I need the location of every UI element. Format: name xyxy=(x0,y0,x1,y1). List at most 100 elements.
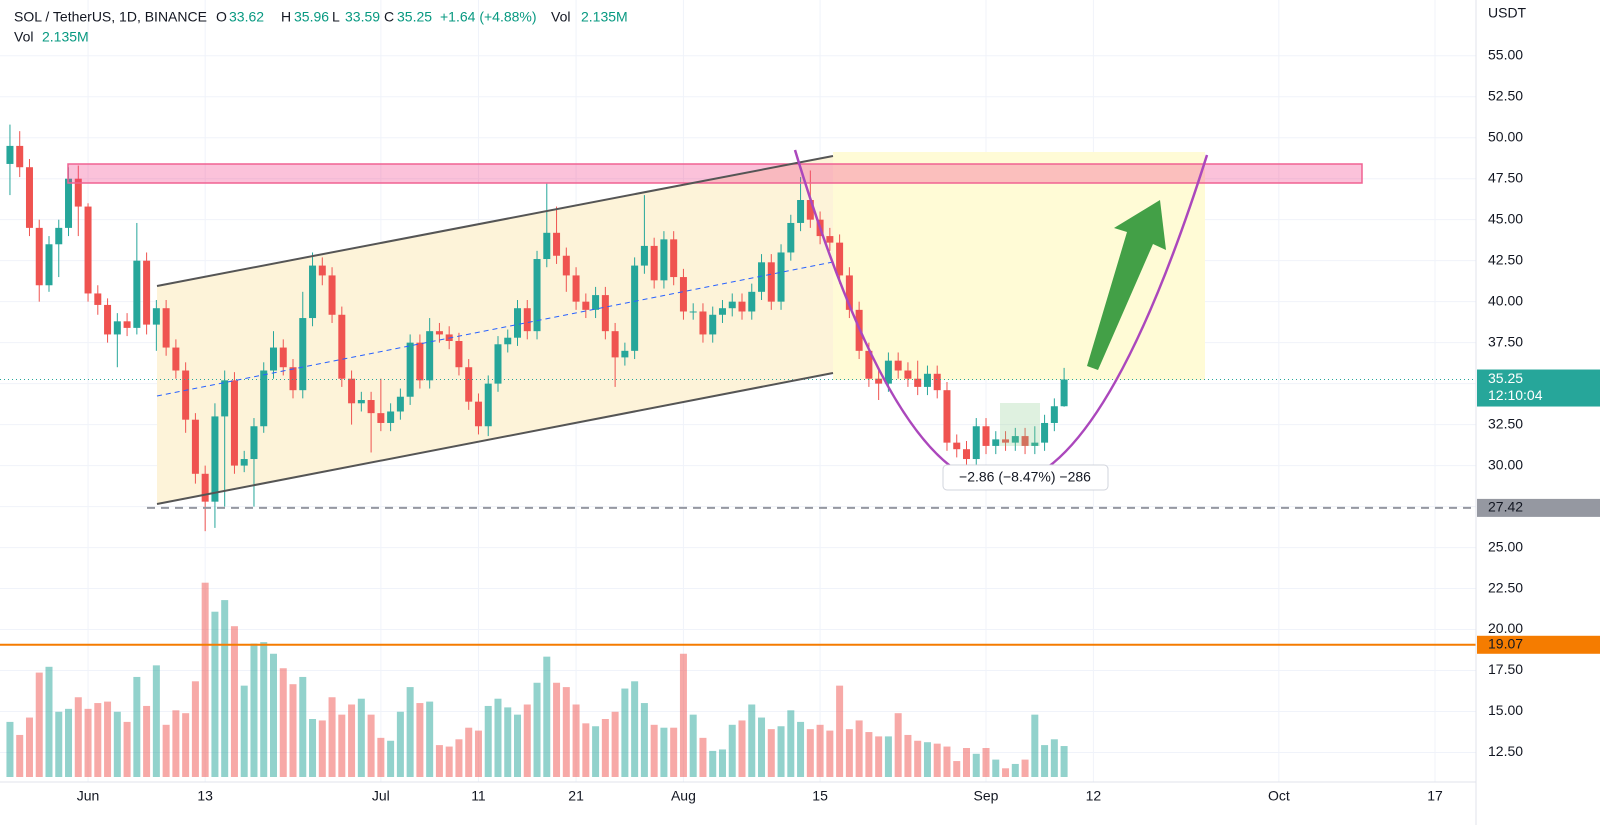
volume-bar xyxy=(260,642,268,777)
ohlc-value: 33.62 xyxy=(229,9,264,25)
volume-bar xyxy=(601,719,609,777)
candle-body xyxy=(338,314,346,379)
volume-bar xyxy=(699,737,707,777)
volume-bar xyxy=(25,717,33,777)
volume-bar xyxy=(445,746,453,777)
candle-body xyxy=(377,413,385,423)
volume-bar xyxy=(279,668,287,777)
candle-body xyxy=(455,340,463,368)
y-tick-label: 45.00 xyxy=(1488,210,1523,226)
volume-bar xyxy=(230,626,238,777)
volume-bar xyxy=(1041,745,1049,777)
volume-bar xyxy=(1031,714,1039,777)
ohlc-value: 35.25 xyxy=(397,9,432,25)
candle-body xyxy=(933,373,941,391)
volume-bar xyxy=(474,730,482,777)
candle-body xyxy=(484,383,492,427)
volume-bar xyxy=(816,724,824,777)
candle-body xyxy=(1041,422,1049,443)
candle-body xyxy=(16,145,24,168)
plot-layer xyxy=(0,124,1476,777)
time-axis-bg xyxy=(0,782,1476,825)
volume-bar xyxy=(269,653,277,777)
candle-body xyxy=(787,222,795,253)
candle-body xyxy=(74,178,82,207)
candle-body xyxy=(396,396,404,412)
candle-body xyxy=(494,344,502,384)
axis-unit: USDT xyxy=(1488,5,1527,21)
volume-bar xyxy=(55,711,63,777)
candle-body xyxy=(806,200,814,220)
volume-bar xyxy=(406,687,414,777)
volume-bar xyxy=(904,734,912,777)
volume-bar xyxy=(718,749,726,777)
volume-bar xyxy=(94,703,102,777)
y-tick-label: 40.00 xyxy=(1488,292,1523,308)
candle-body xyxy=(562,255,570,276)
volume-bar xyxy=(767,729,775,777)
candle-body xyxy=(514,308,522,338)
candle-body xyxy=(357,400,365,404)
candle-body xyxy=(689,311,697,313)
candle-body xyxy=(865,350,873,379)
volume-bar xyxy=(426,701,434,777)
y-tick-label: 55.00 xyxy=(1488,46,1523,62)
volume-bar xyxy=(348,704,356,777)
y-tick-label: 52.50 xyxy=(1488,87,1523,103)
y-tick-label: 17.50 xyxy=(1488,661,1523,677)
candle-body xyxy=(426,331,434,381)
candle-body xyxy=(572,275,580,302)
volume-bar xyxy=(328,697,336,777)
volume-bar xyxy=(484,705,492,777)
candle-body xyxy=(318,265,326,276)
candle-body xyxy=(640,245,648,266)
candle-body xyxy=(211,416,219,502)
volume-bar xyxy=(1060,746,1068,777)
candle-body xyxy=(543,232,551,260)
candle-body xyxy=(553,232,561,256)
volume-bar xyxy=(435,745,443,777)
candle-body xyxy=(25,167,33,228)
volume-bar xyxy=(953,761,961,777)
candle-body xyxy=(992,439,1000,446)
candle-body xyxy=(279,347,287,368)
x-tick-label: Sep xyxy=(974,788,999,804)
volume-bar xyxy=(845,729,853,777)
candle-body xyxy=(328,275,336,315)
volume-bar xyxy=(640,703,648,777)
candle-body xyxy=(133,260,141,328)
candle-body xyxy=(113,321,121,335)
candle-body xyxy=(35,227,43,286)
volume-bar xyxy=(172,710,180,777)
volume-bar xyxy=(572,704,580,777)
y-tick-label: 30.00 xyxy=(1488,456,1523,472)
y-tick-label: 42.50 xyxy=(1488,251,1523,267)
volume-bar xyxy=(884,736,892,777)
candle-body xyxy=(104,304,112,335)
x-tick-label: 12 xyxy=(1086,788,1102,804)
candle-body xyxy=(143,260,151,325)
volume-bar xyxy=(553,682,561,777)
volume-bar xyxy=(1021,759,1029,777)
resistance-zone xyxy=(67,163,1363,184)
x-tick-label: 17 xyxy=(1427,788,1443,804)
x-tick-label: 11 xyxy=(471,788,486,804)
range-box xyxy=(1000,403,1040,446)
volume-bar xyxy=(914,740,922,777)
candle-body xyxy=(65,178,73,228)
price-tag xyxy=(1477,498,1600,517)
volume-bar xyxy=(806,729,814,777)
candle-body xyxy=(699,311,707,335)
volume-bar xyxy=(35,672,43,777)
candle-body xyxy=(1021,436,1029,446)
vol-value: 2.135M xyxy=(42,29,89,45)
volume-bar xyxy=(396,711,404,777)
candle-body xyxy=(875,378,883,384)
volume-bar xyxy=(309,719,317,777)
volume-bar xyxy=(562,687,570,777)
volume-bar xyxy=(123,721,131,777)
legend-header: SOL / TetherUS, 1D, BINANCE O 33.62 H 35… xyxy=(14,9,628,45)
volume-bar xyxy=(211,611,219,777)
annotation-label: −2.86 (−8.47%) −286 xyxy=(959,469,1091,485)
